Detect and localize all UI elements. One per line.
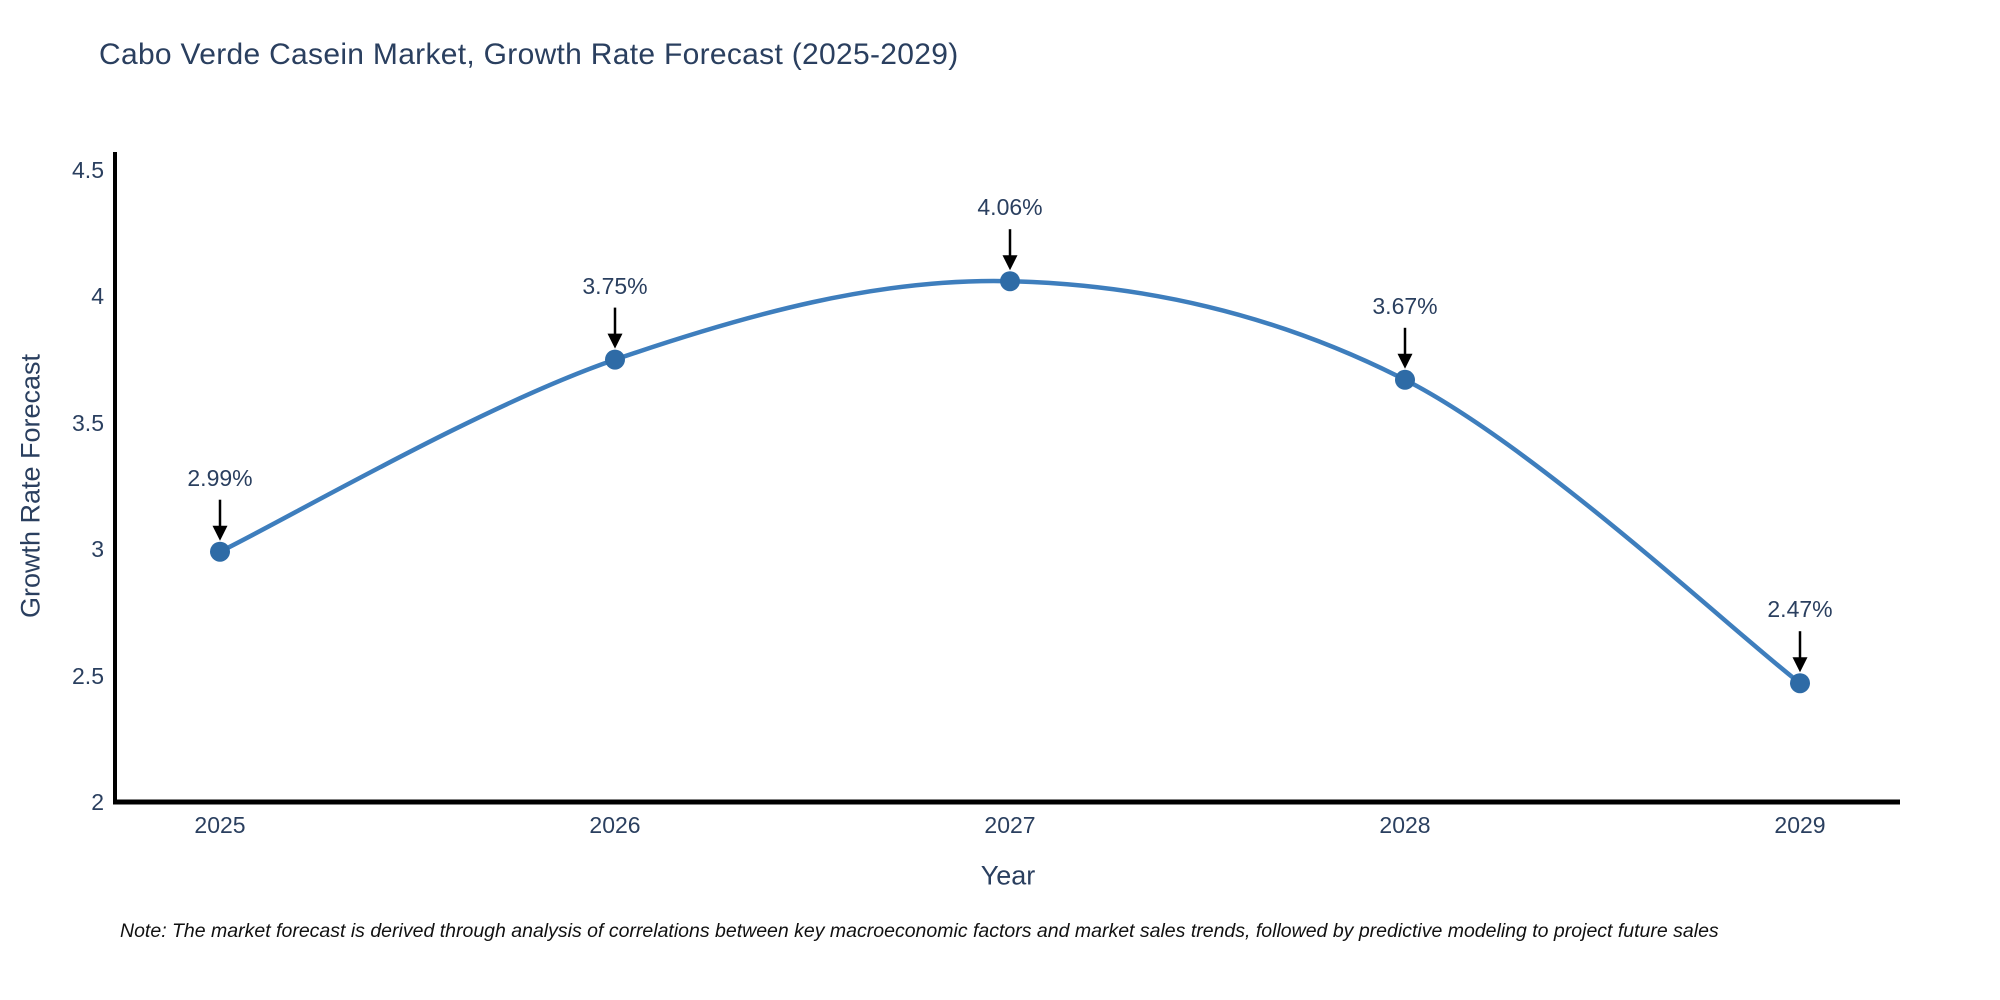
point-annotation-label: 4.06% bbox=[977, 194, 1043, 221]
data-point-marker bbox=[605, 349, 625, 370]
data-point-marker bbox=[1790, 673, 1810, 694]
data-point-marker bbox=[210, 541, 230, 562]
x-tick-label: 2028 bbox=[1379, 812, 1431, 838]
y-tick-label: 3 bbox=[91, 536, 104, 563]
y-tick-label: 4 bbox=[91, 283, 104, 310]
point-annotation-label: 2.99% bbox=[187, 464, 253, 491]
x-tick-label: 2029 bbox=[1774, 812, 1826, 838]
point-annotation-label: 2.47% bbox=[1767, 596, 1833, 623]
x-tick-label: 2026 bbox=[589, 812, 641, 838]
chart-title: Cabo Verde Casein Market, Growth Rate Fo… bbox=[99, 38, 959, 71]
x-tick-label: 2025 bbox=[194, 812, 246, 838]
annotation-arrow-head bbox=[1002, 255, 1018, 271]
y-tick-label: 2.5 bbox=[72, 662, 104, 689]
y-tick-label: 2 bbox=[91, 789, 104, 815]
annotation-arrow-head bbox=[607, 333, 623, 349]
y-tick-label: 4.5 bbox=[72, 157, 104, 183]
y-tick-label: 3.5 bbox=[72, 409, 104, 436]
annotation-arrow-head bbox=[1397, 353, 1413, 369]
annotation-arrow-head bbox=[1792, 657, 1808, 673]
x-axis-title: Year bbox=[980, 860, 1036, 891]
data-point-marker bbox=[1000, 271, 1020, 292]
footnote: Note: The market forecast is derived thr… bbox=[120, 920, 1719, 942]
point-annotation-label: 3.67% bbox=[1372, 292, 1438, 319]
annotation-arrow-head bbox=[212, 525, 228, 541]
forecast-curve bbox=[217, 278, 1803, 686]
x-tick-label: 2027 bbox=[984, 812, 1036, 838]
data-point-marker bbox=[1395, 369, 1415, 390]
point-annotation-label: 3.75% bbox=[582, 272, 648, 299]
